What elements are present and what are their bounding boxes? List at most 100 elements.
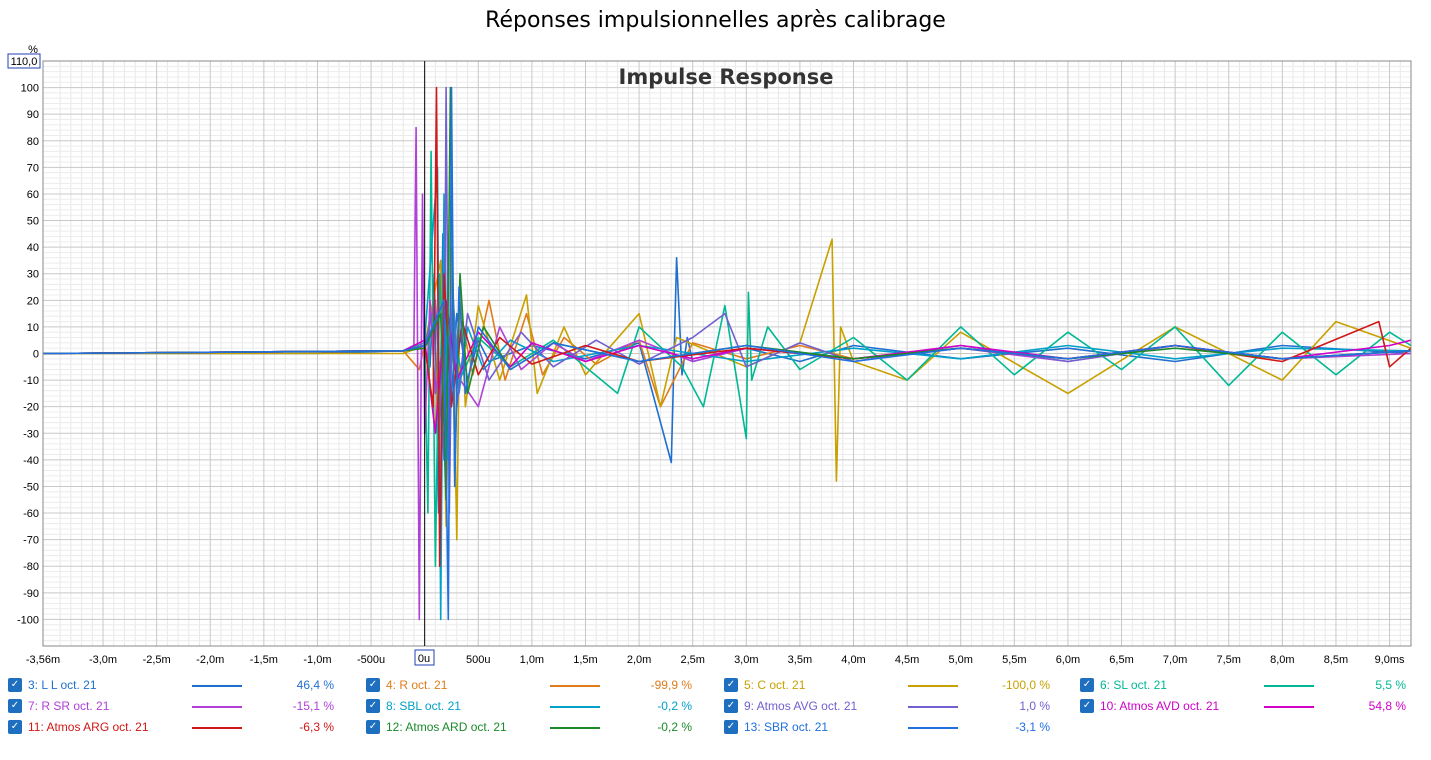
x-tick-label: 9,0ms	[1375, 654, 1405, 666]
legend-checkbox[interactable]: ✓	[724, 678, 738, 692]
legend-item[interactable]: ✓ 7: R SR oct. 21 -15,1 %	[8, 697, 353, 717]
legend-line-swatch	[192, 727, 242, 729]
chart-axes: 1009080706050403020100-10-20-30-40-50-60…	[17, 60, 1412, 666]
y-tick-label: 10	[27, 322, 39, 334]
y-tick-label: -70	[23, 535, 39, 547]
legend-line-swatch	[908, 685, 958, 687]
x-tick-label: -1,5m	[250, 654, 278, 666]
legend-series-value: 5,5 %	[1375, 678, 1406, 692]
legend-series-name: 10: Atmos AVD oct. 21	[1100, 699, 1220, 713]
legend-series-value: 54,8 %	[1368, 699, 1406, 713]
y-tick-label: 90	[27, 109, 39, 121]
x-tick-label: 1,0m	[520, 654, 544, 666]
y-axis-unit: %	[28, 44, 38, 56]
legend-checkbox[interactable]: ✓	[366, 678, 380, 692]
y-tick-label: 60	[27, 189, 39, 201]
x-tick-label: -2,0m	[196, 654, 224, 666]
x-tick-label: 2,5m	[680, 654, 704, 666]
x-tick-label: 6,0m	[1056, 654, 1080, 666]
legend-series-value: -0,2 %	[657, 699, 692, 713]
x-tick-label: 7,5m	[1217, 654, 1241, 666]
x-tick-label: 4,0m	[841, 654, 865, 666]
legend-line-swatch	[550, 685, 600, 687]
legend-series-value: -3,1 %	[1015, 720, 1050, 734]
impulse-response-chart[interactable]: 1009080706050403020100-10-20-30-40-50-60…	[0, 0, 1431, 676]
legend-item[interactable]: ✓ 13: SBR oct. 21 -3,1 %	[724, 718, 1069, 738]
y-tick-label: 20	[27, 295, 39, 307]
x-tick-label: -1,0m	[303, 654, 331, 666]
y-tick-label: 50	[27, 216, 39, 228]
legend-item[interactable]: ✓ 9: Atmos AVG oct. 21 1,0 %	[724, 697, 1069, 717]
legend-checkbox[interactable]: ✓	[1080, 699, 1094, 713]
x-tick-label: 5,0m	[948, 654, 972, 666]
legend-series-name: 8: SBL oct. 21	[386, 699, 461, 713]
legend-checkbox[interactable]: ✓	[8, 720, 22, 734]
y-tick-label: -20	[23, 402, 39, 414]
x-tick-label: -3,0m	[89, 654, 117, 666]
legend-line-swatch	[1264, 685, 1314, 687]
x-tick-label: 8,0m	[1270, 654, 1294, 666]
chart-title: Impulse Response	[619, 65, 834, 89]
legend-line-swatch	[192, 706, 242, 708]
legend-line-swatch	[908, 727, 958, 729]
legend-item[interactable]: ✓ 11: Atmos ARG oct. 21 -6,3 %	[8, 718, 353, 738]
legend-item[interactable]: ✓ 12: Atmos ARD oct. 21 -0,2 %	[366, 718, 711, 738]
y-tick-label: 30	[27, 269, 39, 281]
legend-item[interactable]: ✓ 3: L L oct. 21 46,4 %	[8, 676, 353, 696]
y-tick-label: 40	[27, 242, 39, 254]
series-line-9	[42, 86, 1412, 568]
legend-series-value: 1,0 %	[1019, 699, 1050, 713]
legend-checkbox[interactable]: ✓	[724, 720, 738, 734]
x-tick-label: 8,5m	[1324, 654, 1348, 666]
legend: ✓ 3: L L oct. 21 46,4 % ✓ 4: R oct. 21 -99,9 …	[0, 676, 1431, 760]
legend-series-name: 9: Atmos AVG oct. 21	[744, 699, 858, 713]
y-top-marker: 110,0	[11, 56, 38, 68]
y-tick-label: -90	[23, 588, 39, 600]
legend-series-value: -0,2 %	[657, 720, 692, 734]
x-tick-label: -2,5m	[143, 654, 171, 666]
x-tick-label: 6,5m	[1109, 654, 1133, 666]
x-tick-label: 5,5m	[1002, 654, 1026, 666]
x-tick-label: 2,0m	[627, 654, 651, 666]
legend-checkbox[interactable]: ✓	[8, 699, 22, 713]
legend-item[interactable]: ✓ 10: Atmos AVD oct. 21 54,8 %	[1080, 697, 1425, 717]
legend-item[interactable]: ✓ 5: C oct. 21 -100,0 %	[724, 676, 1069, 696]
y-tick-label: -80	[23, 561, 39, 573]
series-line-11	[42, 86, 1412, 621]
y-tick-label: 0	[33, 349, 39, 361]
x-tick-label: 7,0m	[1163, 654, 1187, 666]
legend-checkbox[interactable]: ✓	[1080, 678, 1094, 692]
legend-series-name: 4: R oct. 21	[386, 678, 448, 692]
legend-checkbox[interactable]: ✓	[724, 699, 738, 713]
x-tick-label: 1,5m	[573, 654, 597, 666]
legend-series-name: 5: C oct. 21	[744, 678, 806, 692]
legend-item[interactable]: ✓ 6: SL oct. 21 5,5 %	[1080, 676, 1425, 696]
y-top-marker-box	[7, 53, 41, 69]
legend-checkbox[interactable]: ✓	[366, 720, 380, 734]
legend-line-swatch	[908, 706, 958, 708]
x-tick-label: -500u	[357, 654, 385, 666]
x-tick-label: 4,5m	[895, 654, 919, 666]
x-zero-marker-box	[414, 649, 435, 666]
legend-series-name: 7: R SR oct. 21	[28, 699, 110, 713]
legend-series-name: 13: SBR oct. 21	[744, 720, 829, 734]
x-zero-marker: 0u	[418, 653, 430, 665]
legend-checkbox[interactable]: ✓	[366, 699, 380, 713]
legend-series-value: 46,4 %	[296, 678, 334, 692]
y-tick-label: 70	[27, 162, 39, 174]
legend-line-swatch	[550, 706, 600, 708]
legend-item[interactable]: ✓ 8: SBL oct. 21 -0,2 %	[366, 697, 711, 717]
y-tick-label: 80	[27, 136, 39, 148]
x-tick-label: 500u	[466, 654, 490, 666]
legend-series-value: -99,9 %	[650, 678, 692, 692]
y-tick-label: -100	[17, 614, 39, 626]
legend-checkbox[interactable]: ✓	[8, 678, 22, 692]
legend-item[interactable]: ✓ 4: R oct. 21 -99,9 %	[366, 676, 711, 696]
legend-series-value: -6,3 %	[299, 720, 334, 734]
legend-series-value: -15,1 %	[292, 699, 334, 713]
plot-frame	[42, 60, 1412, 647]
y-tick-label: 100	[21, 83, 39, 95]
page-title: Réponses impulsionnelles après calibrage	[485, 8, 946, 33]
legend-line-swatch	[550, 727, 600, 729]
y-tick-label: -30	[23, 428, 39, 440]
